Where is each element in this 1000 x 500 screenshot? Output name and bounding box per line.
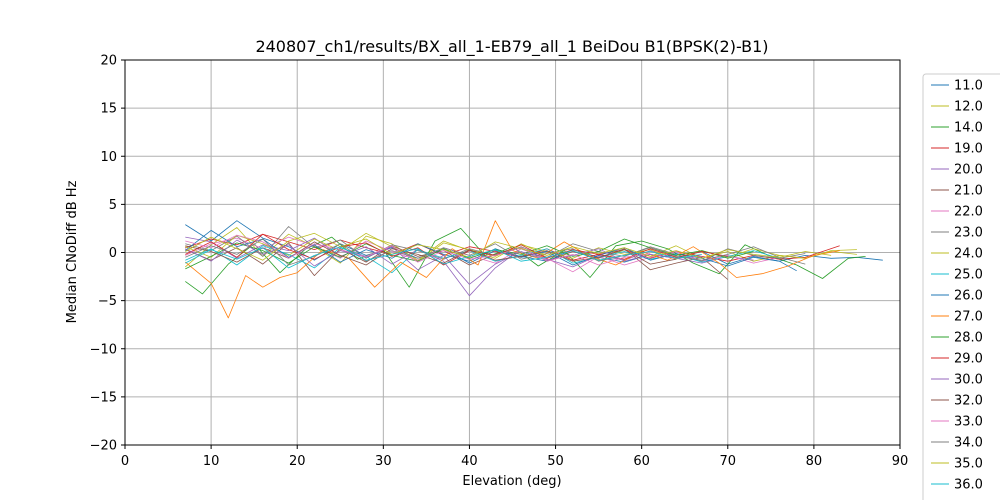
legend-label: 22.0 (954, 205, 983, 220)
x-tick-label: 50 (547, 454, 564, 469)
legend-label: 14.0 (954, 121, 983, 136)
series-line-27.0 (185, 220, 840, 319)
y-tick-label: 15 (100, 102, 117, 117)
legend-label: 23.0 (954, 226, 983, 241)
x-tick-label: 10 (203, 454, 220, 469)
legend-box (922, 73, 1000, 500)
chart-title: 240807_ch1/results/BX_all_1-EB79_all_1 B… (255, 37, 768, 57)
y-tick-label: −10 (90, 342, 117, 357)
y-tick-label: −20 (90, 439, 117, 454)
series-line-32.0 (185, 241, 677, 266)
legend-label: 29.0 (954, 352, 983, 367)
legend-label: 34.0 (954, 436, 983, 451)
series-line-11.0 (185, 220, 883, 265)
y-tick-label: 20 (100, 54, 117, 69)
legend-label: 26.0 (954, 289, 983, 304)
series-line-19.0 (185, 233, 840, 262)
y-tick-label: 10 (100, 150, 117, 165)
legend-label: 21.0 (954, 184, 983, 199)
x-tick-label: 80 (806, 454, 823, 469)
legend-label: 11.0 (954, 79, 983, 94)
legend-label: 19.0 (954, 142, 983, 157)
y-axis-title: Median CNoDiff dB Hz (65, 180, 80, 323)
legend-label: 33.0 (954, 415, 983, 430)
x-tick-label: 90 (892, 454, 909, 469)
series-line-25.0 (185, 245, 780, 274)
x-tick-label: 0 (121, 454, 129, 469)
legend: 11.0 12.0 14.0 19.0 20.0 21.0 22.0 23.0 24.0 25.0… (922, 73, 1000, 500)
x-axis-title: Elevation (deg) (462, 474, 561, 489)
series-line-35.0 (185, 232, 832, 261)
legend-label: 35.0 (954, 457, 983, 472)
legend-label: 32.0 (954, 394, 983, 409)
y-tick-label: −15 (90, 390, 117, 405)
series-layer (185, 220, 883, 319)
series-line-29.0 (185, 233, 728, 266)
series-line-36.0 (185, 246, 702, 269)
series-line-33.0 (185, 234, 651, 266)
legend-label: 24.0 (954, 247, 983, 262)
legend-label: 28.0 (954, 331, 983, 346)
y-tick-label: 5 (109, 198, 117, 213)
y-tick-label: 0 (109, 246, 117, 261)
x-tick-label: 60 (633, 454, 650, 469)
y-tick-label: −5 (98, 294, 117, 309)
legend-label: 27.0 (954, 310, 983, 325)
x-tick-label: 20 (289, 454, 306, 469)
axis-ticks: 0 10 20 30 40 50 60 70 80 90 −20 −15 −10 −5 0 5 10 15 20 (90, 54, 909, 470)
series-line-34.0 (185, 238, 806, 266)
legend-label: 25.0 (954, 268, 983, 283)
legend-label: 30.0 (954, 373, 983, 388)
legend-label: 20.0 (954, 163, 983, 178)
x-tick-label: 40 (461, 454, 478, 469)
x-tick-label: 70 (720, 454, 737, 469)
legend-label: 12.0 (954, 100, 983, 115)
legend-label: 36.0 (954, 478, 983, 493)
x-tick-label: 30 (375, 454, 392, 469)
